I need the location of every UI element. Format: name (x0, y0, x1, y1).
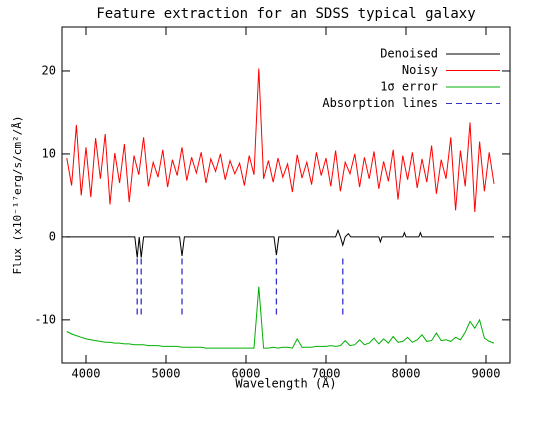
x-tick-label: 6000 (232, 367, 261, 381)
x-tick-label: 4000 (72, 367, 101, 381)
legend-label: 1σ error (380, 80, 438, 94)
x-tick-label: 9000 (472, 367, 501, 381)
legend-label: Denoised (380, 47, 438, 61)
plot-frame (61, 26, 511, 364)
y-tick-label: 20 (42, 63, 56, 77)
series-line (66, 228, 494, 258)
series-line (66, 68, 495, 213)
x-tick-label: 7000 (312, 367, 341, 381)
x-tick-label: 5000 (152, 367, 181, 381)
x-axis-label: Wavelength (Å) (235, 376, 336, 391)
x-tick-label: 8000 (392, 367, 421, 381)
y-axis-label: Flux (x10⁻¹⁷erg/s/cm²/Å) (11, 116, 24, 275)
y-tick-label: -10 (34, 312, 56, 326)
series-line (66, 286, 495, 349)
chart-title: Feature extraction for an SDSS typical g… (96, 6, 475, 22)
legend-label: Noisy (402, 63, 438, 77)
legend-label: Absorption lines (322, 96, 438, 110)
y-tick-label: 10 (42, 146, 56, 160)
y-tick-label: 0 (49, 229, 56, 243)
